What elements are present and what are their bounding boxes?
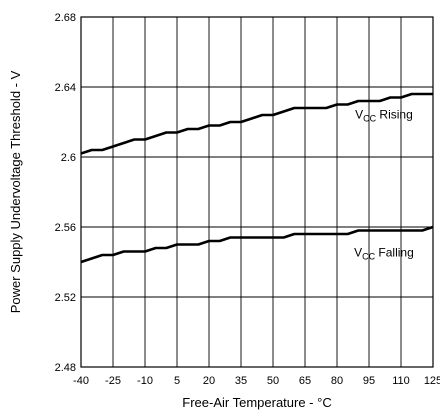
series-line-vcc-falling [80,225,434,264]
x-tick-label: 65 [299,375,311,387]
x-tick-label: -10 [137,375,153,387]
series-lines [80,92,434,264]
series-line-vcc-rising [80,92,433,155]
y-tick-labels: 2.48 2.52 2.56 2.6 2.64 2.68 [55,12,76,374]
grid [81,17,433,367]
series-label: VCC Falling [354,246,414,262]
y-tick-label: 2.68 [55,12,76,24]
y-axis-title: Power Supply Undervoltage Threshold - V [8,70,23,313]
y-tick-label: 2.56 [55,222,76,234]
series-label: VCC Rising [355,107,413,123]
x-tick-label: 125 [424,375,440,387]
plot-frame [80,16,434,368]
y-tick-label: 2.64 [55,82,76,94]
x-tick-label: 35 [235,375,247,387]
x-tick-label: 5 [174,375,180,387]
x-tick-label: 80 [331,375,343,387]
x-tick-label: 20 [203,375,215,387]
y-tick-label: 2.6 [61,152,76,164]
x-tick-label: 95 [363,375,375,387]
x-tick-labels: -40 -25 -10 5 20 35 50 65 80 95 110 125 [73,375,440,387]
x-tick-label: -40 [73,375,89,387]
y-tick-label: 2.52 [55,292,76,304]
x-axis-title: Free-Air Temperature - °C [182,395,331,410]
x-tick-label: 110 [392,375,410,387]
series-labels: VCC Rising VCC Falling [354,107,414,261]
x-tick-label: -25 [105,375,121,387]
y-tick-label: 2.48 [55,362,76,374]
x-tick-label: 50 [267,375,279,387]
